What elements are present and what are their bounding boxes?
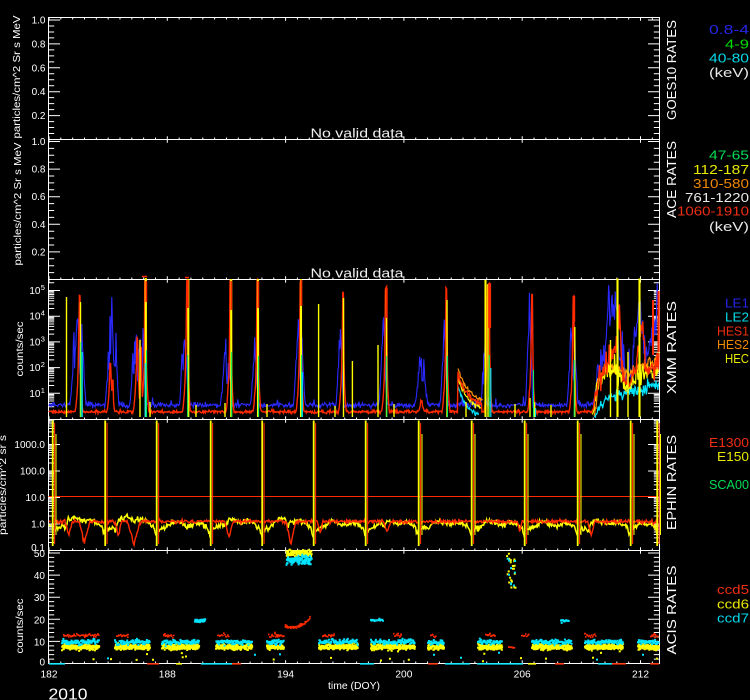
svg-text:0.2: 0.2 xyxy=(32,247,46,258)
svg-text:0: 0 xyxy=(39,658,45,669)
svg-text:HEC: HEC xyxy=(725,351,749,366)
svg-text:ACIS RATES: ACIS RATES xyxy=(665,566,679,655)
svg-text:100.0: 100.0 xyxy=(20,467,45,478)
svg-text:(keV): (keV) xyxy=(709,219,749,234)
svg-text:47-65: 47-65 xyxy=(709,148,749,163)
svg-text:761-1220: 761-1220 xyxy=(685,190,749,205)
svg-text:particles/cm^2 Sr s MeV: particles/cm^2 Sr s MeV xyxy=(12,15,23,138)
svg-text:5: 5 xyxy=(41,283,45,292)
svg-text:(keV): (keV) xyxy=(709,65,749,80)
svg-text:ccd7: ccd7 xyxy=(717,611,749,626)
svg-text:0.4: 0.4 xyxy=(32,220,46,231)
svg-text:1.0: 1.0 xyxy=(32,16,46,27)
svg-text:1060-1910: 1060-1910 xyxy=(677,204,749,219)
svg-text:4: 4 xyxy=(41,309,45,318)
svg-text:0.8: 0.8 xyxy=(32,165,46,176)
svg-text:E150: E150 xyxy=(717,449,749,464)
svg-text:No valid data: No valid data xyxy=(311,265,405,280)
svg-text:10.0: 10.0 xyxy=(26,493,46,504)
svg-text:time (DOY): time (DOY) xyxy=(328,681,380,692)
svg-text:10: 10 xyxy=(29,389,41,400)
svg-text:3: 3 xyxy=(41,334,45,343)
svg-text:1000.0: 1000.0 xyxy=(14,440,45,451)
svg-text:ccd6: ccd6 xyxy=(717,597,749,612)
svg-text:10: 10 xyxy=(29,286,41,297)
svg-text:particles/cm^2 Sr s MeV: particles/cm^2 Sr s MeV xyxy=(13,142,24,265)
svg-text:counts/sec: counts/sec xyxy=(15,599,26,654)
svg-text:30: 30 xyxy=(34,593,46,604)
svg-text:0.4: 0.4 xyxy=(32,87,46,98)
svg-text:SCA00: SCA00 xyxy=(709,477,749,492)
svg-text:2010: 2010 xyxy=(49,687,88,700)
svg-text:XMM RATES: XMM RATES xyxy=(665,301,679,394)
svg-text:4-9: 4-9 xyxy=(725,37,749,52)
svg-text:EPHIN RATES: EPHIN RATES xyxy=(665,435,679,530)
svg-text:1: 1 xyxy=(41,386,45,395)
svg-text:1.0: 1.0 xyxy=(32,137,46,148)
svg-text:GOES10 RATES: GOES10 RATES xyxy=(665,20,679,120)
svg-text:0.2: 0.2 xyxy=(32,111,46,122)
svg-text:0.8-4: 0.8-4 xyxy=(709,22,749,37)
svg-text:212: 212 xyxy=(632,670,649,681)
svg-text:particles/cm^2 sr s: particles/cm^2 sr s xyxy=(0,435,9,535)
svg-text:182: 182 xyxy=(41,670,58,681)
svg-text:200: 200 xyxy=(395,670,412,681)
svg-text:2: 2 xyxy=(41,360,45,369)
svg-text:20: 20 xyxy=(34,615,46,626)
svg-text:LE2: LE2 xyxy=(725,309,749,324)
svg-text:206: 206 xyxy=(514,670,531,681)
svg-text:LE1: LE1 xyxy=(725,296,749,311)
svg-text:E1300: E1300 xyxy=(709,435,749,450)
svg-text:188: 188 xyxy=(159,670,176,681)
svg-text:HES1: HES1 xyxy=(717,323,749,338)
svg-text:counts/sec: counts/sec xyxy=(15,322,26,377)
svg-text:10: 10 xyxy=(29,337,41,348)
svg-text:0.8: 0.8 xyxy=(32,39,46,50)
svg-text:40-80: 40-80 xyxy=(709,51,749,66)
svg-text:40: 40 xyxy=(34,571,46,582)
svg-text:50: 50 xyxy=(34,549,46,560)
svg-text:10: 10 xyxy=(34,637,46,648)
svg-text:ccd5: ccd5 xyxy=(717,582,749,597)
svg-text:310-580: 310-580 xyxy=(693,176,749,191)
svg-text:HES2: HES2 xyxy=(717,337,749,352)
svg-text:0.1: 0.1 xyxy=(31,543,45,554)
svg-text:194: 194 xyxy=(277,670,294,681)
svg-text:10: 10 xyxy=(29,363,41,374)
svg-text:ACE RATES: ACE RATES xyxy=(665,141,679,218)
svg-text:1.0: 1.0 xyxy=(31,520,45,531)
svg-text:No valid data: No valid data xyxy=(311,125,405,140)
svg-text:10: 10 xyxy=(29,312,41,323)
svg-text:0.6: 0.6 xyxy=(32,192,46,203)
svg-text:0.6: 0.6 xyxy=(32,63,46,74)
svg-text:112-187: 112-187 xyxy=(693,162,749,177)
